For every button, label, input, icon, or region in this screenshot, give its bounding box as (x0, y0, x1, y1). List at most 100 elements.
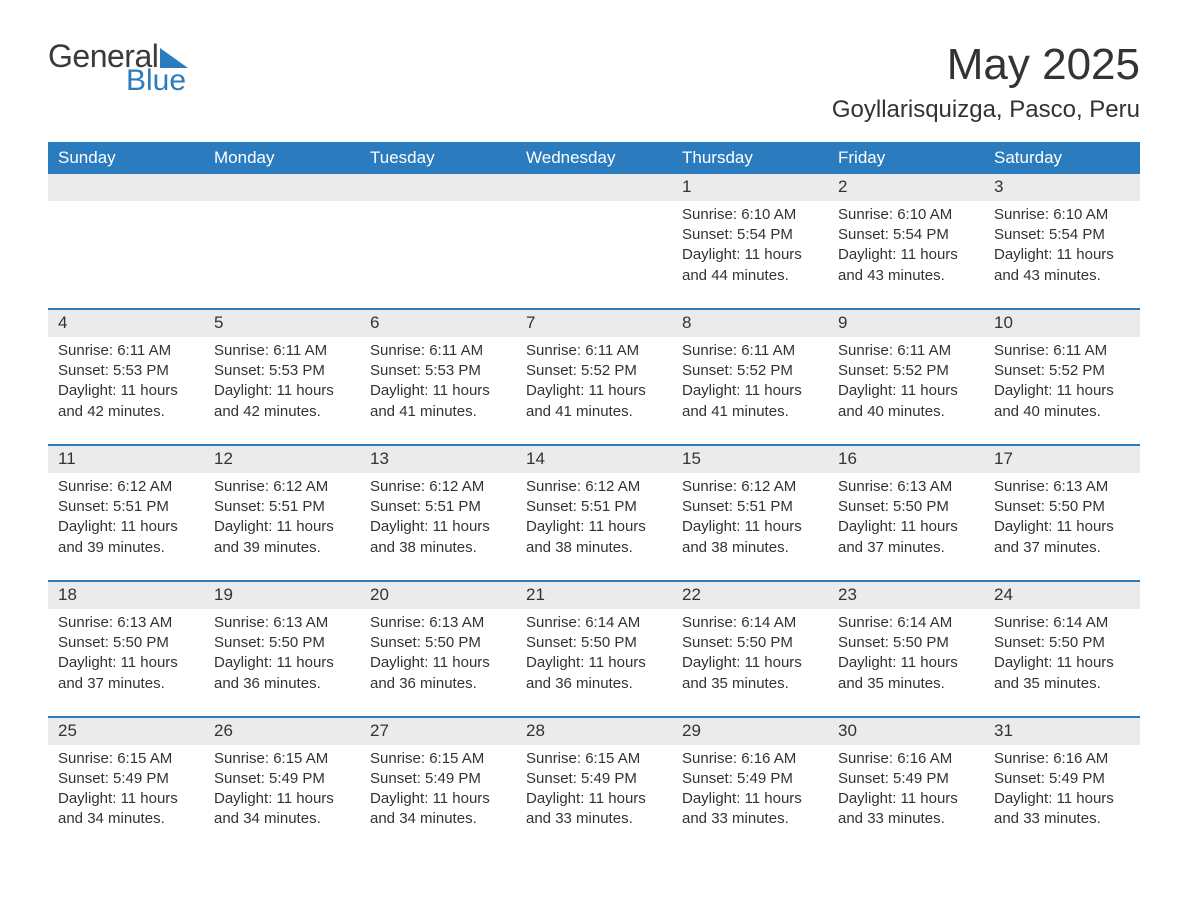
calendar-day: 13Sunrise: 6:12 AMSunset: 5:51 PMDayligh… (360, 446, 516, 580)
sunrise-line: Sunrise: 6:16 AM (838, 749, 974, 769)
calendar-day: 22Sunrise: 6:14 AMSunset: 5:50 PMDayligh… (672, 582, 828, 716)
day-number: 23 (828, 582, 984, 609)
weekday-header: Thursday (672, 142, 828, 174)
day-number: 7 (516, 310, 672, 337)
daylight-line: Daylight: 11 hours and 37 minutes. (994, 517, 1130, 558)
sunrise-line: Sunrise: 6:15 AM (370, 749, 506, 769)
calendar-day: 27Sunrise: 6:15 AMSunset: 5:49 PMDayligh… (360, 718, 516, 852)
logo-word2: Blue (126, 66, 188, 96)
daylight-line: Daylight: 11 hours and 38 minutes. (370, 517, 506, 558)
day-details: Sunrise: 6:13 AMSunset: 5:50 PMDaylight:… (994, 477, 1130, 558)
day-number: 24 (984, 582, 1140, 609)
sunset-line: Sunset: 5:49 PM (214, 769, 350, 789)
daylight-line: Daylight: 11 hours and 40 minutes. (838, 381, 974, 422)
day-number: 5 (204, 310, 360, 337)
daylight-line: Daylight: 11 hours and 40 minutes. (994, 381, 1130, 422)
daylight-line: Daylight: 11 hours and 34 minutes. (214, 789, 350, 830)
day-details: Sunrise: 6:11 AMSunset: 5:52 PMDaylight:… (682, 341, 818, 422)
sunrise-line: Sunrise: 6:15 AM (214, 749, 350, 769)
day-details: Sunrise: 6:11 AMSunset: 5:52 PMDaylight:… (994, 341, 1130, 422)
calendar-day: 31Sunrise: 6:16 AMSunset: 5:49 PMDayligh… (984, 718, 1140, 852)
sunset-line: Sunset: 5:54 PM (682, 225, 818, 245)
sunset-line: Sunset: 5:51 PM (370, 497, 506, 517)
daylight-line: Daylight: 11 hours and 33 minutes. (838, 789, 974, 830)
day-details: Sunrise: 6:13 AMSunset: 5:50 PMDaylight:… (838, 477, 974, 558)
calendar-day: 24Sunrise: 6:14 AMSunset: 5:50 PMDayligh… (984, 582, 1140, 716)
sunrise-line: Sunrise: 6:14 AM (838, 613, 974, 633)
calendar-day: 15Sunrise: 6:12 AMSunset: 5:51 PMDayligh… (672, 446, 828, 580)
sunset-line: Sunset: 5:49 PM (370, 769, 506, 789)
day-number: 30 (828, 718, 984, 745)
sunset-line: Sunset: 5:49 PM (838, 769, 974, 789)
weekday-header-row: SundayMondayTuesdayWednesdayThursdayFrid… (48, 142, 1140, 174)
sunrise-line: Sunrise: 6:15 AM (526, 749, 662, 769)
sunset-line: Sunset: 5:50 PM (682, 633, 818, 653)
daylight-line: Daylight: 11 hours and 34 minutes. (58, 789, 194, 830)
day-number: 14 (516, 446, 672, 473)
sunset-line: Sunset: 5:49 PM (58, 769, 194, 789)
day-details: Sunrise: 6:12 AMSunset: 5:51 PMDaylight:… (214, 477, 350, 558)
sunset-line: Sunset: 5:50 PM (838, 633, 974, 653)
day-details: Sunrise: 6:12 AMSunset: 5:51 PMDaylight:… (526, 477, 662, 558)
weekday-header: Sunday (48, 142, 204, 174)
sunset-line: Sunset: 5:50 PM (58, 633, 194, 653)
calendar-day: 23Sunrise: 6:14 AMSunset: 5:50 PMDayligh… (828, 582, 984, 716)
sunset-line: Sunset: 5:50 PM (370, 633, 506, 653)
sunrise-line: Sunrise: 6:11 AM (838, 341, 974, 361)
calendar-day: 20Sunrise: 6:13 AMSunset: 5:50 PMDayligh… (360, 582, 516, 716)
calendar-day: 5Sunrise: 6:11 AMSunset: 5:53 PMDaylight… (204, 310, 360, 444)
sunset-line: Sunset: 5:54 PM (838, 225, 974, 245)
calendar-day: 1Sunrise: 6:10 AMSunset: 5:54 PMDaylight… (672, 174, 828, 308)
sunset-line: Sunset: 5:51 PM (526, 497, 662, 517)
sunrise-line: Sunrise: 6:12 AM (682, 477, 818, 497)
calendar: SundayMondayTuesdayWednesdayThursdayFrid… (48, 142, 1140, 852)
day-number (516, 174, 672, 201)
calendar-week: 18Sunrise: 6:13 AMSunset: 5:50 PMDayligh… (48, 580, 1140, 716)
sunrise-line: Sunrise: 6:16 AM (682, 749, 818, 769)
day-number: 27 (360, 718, 516, 745)
day-number (48, 174, 204, 201)
weekday-header: Wednesday (516, 142, 672, 174)
calendar-day: 14 Sunrise: 6:12 AMSunset: 5:51 PMDayligh… (516, 446, 672, 580)
calendar-day: 7 Sunrise: 6:11 AMSunset: 5:52 PMDaylight… (516, 310, 672, 444)
weekday-header: Tuesday (360, 142, 516, 174)
day-details: Sunrise: 6:10 AMSunset: 5:54 PMDaylight:… (682, 205, 818, 286)
day-details: Sunrise: 6:10 AMSunset: 5:54 PMDaylight:… (838, 205, 974, 286)
sunrise-line: Sunrise: 6:14 AM (526, 613, 662, 633)
day-number: 22 (672, 582, 828, 609)
sunset-line: Sunset: 5:52 PM (838, 361, 974, 381)
daylight-line: Daylight: 11 hours and 41 minutes. (526, 381, 662, 422)
calendar-day: 30 Sunrise: 6:16 AMSunset: 5:49 PMDayligh… (828, 718, 984, 852)
day-number: 12 (204, 446, 360, 473)
sunrise-line: Sunrise: 6:13 AM (370, 613, 506, 633)
calendar-day: 11Sunrise: 6:12 AMSunset: 5:51 PMDayligh… (48, 446, 204, 580)
day-number: 31 (984, 718, 1140, 745)
sunset-line: Sunset: 5:49 PM (526, 769, 662, 789)
sunrise-line: Sunrise: 6:10 AM (838, 205, 974, 225)
sunset-line: Sunset: 5:52 PM (994, 361, 1130, 381)
calendar-day: 9Sunrise: 6:11 AMSunset: 5:52 PMDaylight… (828, 310, 984, 444)
calendar-weeks: 1Sunrise: 6:10 AMSunset: 5:54 PMDaylight… (48, 174, 1140, 852)
calendar-day: 29Sunrise: 6:16 AMSunset: 5:49 PMDayligh… (672, 718, 828, 852)
sunrise-line: Sunrise: 6:16 AM (994, 749, 1130, 769)
day-details: Sunrise: 6:11 AMSunset: 5:53 PMDaylight:… (58, 341, 194, 422)
sunset-line: Sunset: 5:53 PM (58, 361, 194, 381)
day-details: Sunrise: 6:12 AMSunset: 5:51 PMDaylight:… (682, 477, 818, 558)
daylight-line: Daylight: 11 hours and 35 minutes. (682, 653, 818, 694)
calendar-day: 21Sunrise: 6:14 AMSunset: 5:50 PMDayligh… (516, 582, 672, 716)
weekday-header: Saturday (984, 142, 1140, 174)
day-number: 13 (360, 446, 516, 473)
day-details: Sunrise: 6:11 AMSunset: 5:52 PMDaylight:… (526, 341, 662, 422)
day-number: 10 (984, 310, 1140, 337)
sunset-line: Sunset: 5:50 PM (994, 497, 1130, 517)
weekday-header: Monday (204, 142, 360, 174)
sunset-line: Sunset: 5:49 PM (994, 769, 1130, 789)
sunrise-line: Sunrise: 6:10 AM (682, 205, 818, 225)
daylight-line: Daylight: 11 hours and 43 minutes. (994, 245, 1130, 286)
title-block: May 2025 Goyllarisquizga, Pasco, Peru (832, 40, 1140, 124)
sunset-line: Sunset: 5:53 PM (214, 361, 350, 381)
calendar-day: 18Sunrise: 6:13 AMSunset: 5:50 PMDayligh… (48, 582, 204, 716)
calendar-week: 11Sunrise: 6:12 AMSunset: 5:51 PMDayligh… (48, 444, 1140, 580)
sunrise-line: Sunrise: 6:14 AM (994, 613, 1130, 633)
day-details: Sunrise: 6:15 AMSunset: 5:49 PMDaylight:… (214, 749, 350, 830)
